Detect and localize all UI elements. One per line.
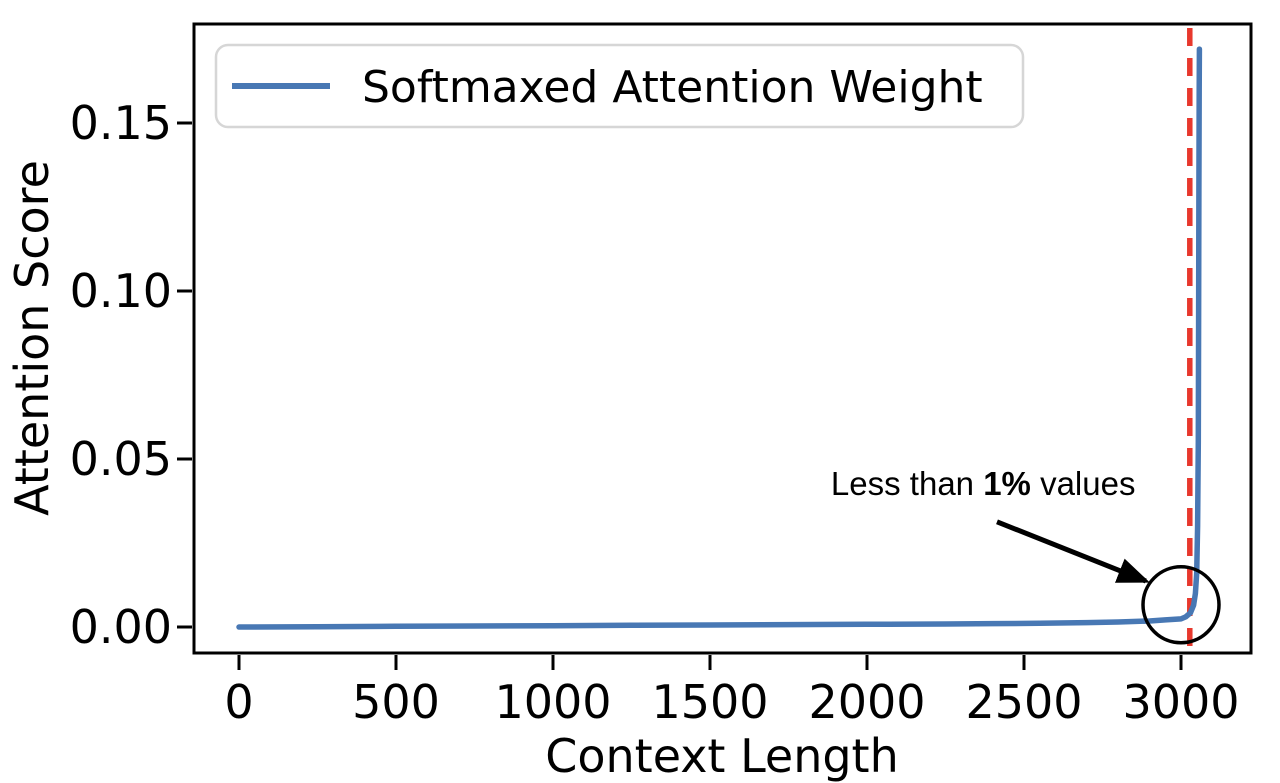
legend: Softmaxed Attention Weight bbox=[214, 43, 1025, 129]
y-tick-label: 0.15 bbox=[70, 96, 172, 150]
y-axis-ticks: 0.00 0.05 0.10 0.15 bbox=[70, 96, 192, 654]
y-axis-label: Attention Score bbox=[5, 160, 59, 516]
y-tick-label: 0.00 bbox=[70, 600, 172, 654]
x-tick-label: 1000 bbox=[494, 675, 611, 729]
y-tick-label: 0.10 bbox=[70, 264, 172, 318]
y-tick-label: 0.05 bbox=[70, 432, 172, 486]
annotation-text: Less than 1% values bbox=[831, 465, 1136, 502]
x-axis-ticks: 0 500 1000 1500 2000 2500 3000 bbox=[224, 655, 1240, 729]
attention-curve bbox=[236, 46, 1203, 630]
plot-area-border bbox=[192, 22, 1253, 655]
x-tick-label: 500 bbox=[352, 675, 440, 729]
legend-box bbox=[214, 43, 1025, 129]
annotation-group: Less than 1% values bbox=[831, 465, 1221, 645]
annotation-arrow bbox=[996, 519, 1150, 584]
x-tick-label: 2500 bbox=[965, 675, 1082, 729]
x-tick-label: 1500 bbox=[651, 675, 768, 729]
annotation-highlight-circle bbox=[1141, 565, 1221, 645]
legend-label: Softmaxed Attention Weight bbox=[362, 62, 983, 113]
x-axis-label: Context Length bbox=[545, 729, 899, 783]
x-tick-label: 3000 bbox=[1122, 675, 1239, 729]
x-tick-label: 2000 bbox=[808, 675, 925, 729]
x-tick-label: 0 bbox=[224, 675, 253, 729]
